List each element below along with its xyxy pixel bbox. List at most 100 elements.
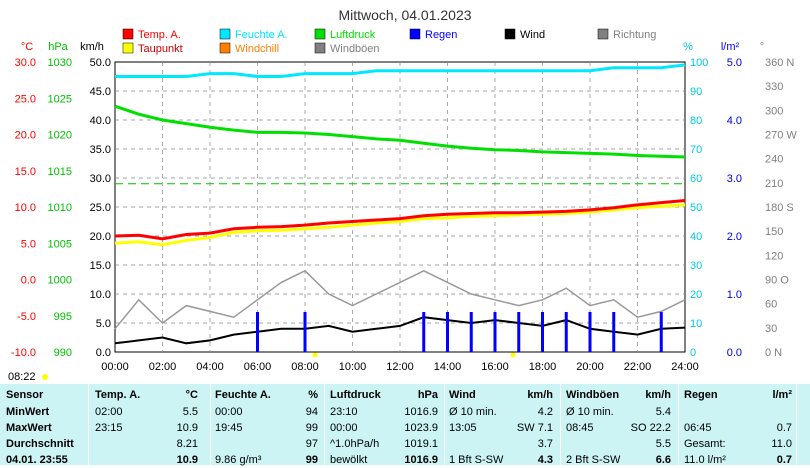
pct-tick-label: 20: [690, 289, 702, 301]
table-header: °C: [185, 389, 198, 401]
pct-tick-label: 50: [690, 202, 702, 214]
c-tick-label: 10.0: [15, 202, 36, 214]
x-tick-label: 08:00: [291, 361, 319, 373]
pct-tick-label: 60: [690, 173, 702, 185]
table-cell: 11.0: [771, 438, 792, 450]
x-tick-label: 02:00: [149, 361, 177, 373]
table-separator: [324, 384, 325, 465]
hpa-tick-label: 1015: [48, 166, 72, 178]
table-cell: 4.3: [537, 454, 553, 466]
x-tick-label: 06:00: [244, 361, 272, 373]
rain-bar: [659, 312, 663, 352]
table-cell: 99: [305, 454, 318, 466]
table-cell: 06:45: [684, 422, 712, 434]
rain-tick-label: 3.0: [727, 173, 742, 185]
table-header: km/h: [645, 389, 671, 401]
kmh-tick-label: 30.0: [90, 173, 111, 185]
table-cell: 02:00: [95, 406, 123, 418]
table-header: km/h: [527, 389, 553, 401]
legend-label: Windböen: [330, 43, 380, 55]
hpa-tick-label: 1005: [48, 238, 72, 250]
table-cell: 23:10: [330, 406, 358, 418]
legend-swatch: [504, 28, 516, 40]
hpa-tick-label: 1010: [48, 202, 72, 214]
x-tick-label: 04:00: [196, 361, 224, 373]
weather-chart: Mittwoch, 04.01.2023 Temp. A. Feuchte A. Lu…: [8, 7, 797, 383]
table-cell: Gesamt:: [684, 438, 726, 450]
table-cell: 1019.1: [404, 438, 438, 450]
rain-tick-label: 0.0: [727, 347, 742, 359]
legend-label: Luftdruck: [330, 29, 376, 41]
rain-tick-label: 1.0: [727, 289, 742, 301]
rain-bar: [564, 312, 568, 352]
table-cell: 11.0 l/m²: [684, 454, 726, 466]
table-cell: 23:15: [95, 422, 123, 434]
pct-tick-label: 0: [690, 347, 696, 359]
table-header: Luftdruck: [330, 389, 381, 401]
table-row-label: MaxWert: [6, 422, 52, 434]
table-cell: 1016.9: [404, 406, 438, 418]
table-separator: [560, 384, 561, 465]
hpa-tick-label: 1025: [48, 93, 72, 105]
time-marker: [42, 374, 48, 380]
axis-unit: °: [760, 41, 764, 53]
table-cell: 4.2: [537, 406, 553, 418]
dir-tick-label: 300: [765, 105, 783, 117]
dir-tick-label: 270 W: [765, 130, 797, 142]
legend-swatch: [219, 28, 231, 40]
table-cell: 94: [305, 406, 318, 418]
x-tick-label: 20:00: [576, 361, 604, 373]
event-marker: [312, 352, 318, 358]
x-tick-label: 18:00: [529, 361, 557, 373]
table-header: Sensor: [6, 389, 44, 401]
table-cell: 0.7: [776, 422, 792, 434]
table-cell: 1 Bft S-SW: [449, 454, 504, 466]
rain-bar: [303, 312, 307, 352]
legend-label: Taupunkt: [138, 43, 183, 55]
rain-tick-label: 4.0: [727, 115, 742, 127]
series-taupunkt: [114, 203, 686, 247]
dir-tick-label: 30: [765, 323, 777, 335]
table-cell: 08:45: [566, 422, 594, 434]
rain-bar: [256, 312, 259, 352]
table-header: Feuchte A.: [215, 389, 271, 401]
table-cell: 97: [305, 438, 318, 450]
rain-tick-label: 5.0: [727, 57, 742, 69]
axis-unit: %: [683, 41, 693, 53]
hpa-tick-label: 990: [54, 347, 72, 359]
rain-bar: [588, 312, 592, 352]
table-cell: 1023.9: [404, 422, 438, 434]
pct-tick-label: 80: [690, 115, 702, 127]
x-tick-label: 00:00: [101, 361, 129, 373]
c-tick-label: 15.0: [15, 166, 36, 178]
table-cell: ^1.0hPa/h: [330, 438, 380, 450]
legend-swatch: [597, 28, 609, 40]
dir-tick-label: 150: [765, 226, 783, 238]
table-cell: 99: [305, 422, 318, 434]
table-cell: 10.9: [176, 454, 198, 466]
table-header: Wind: [449, 389, 476, 401]
hpa-tick-label: 1000: [48, 275, 72, 287]
rain-bar: [469, 312, 473, 352]
legend-swatch: [314, 28, 326, 40]
rain-tick-label: 2.0: [727, 231, 742, 243]
x-tick-label: 10:00: [339, 361, 367, 373]
pct-tick-label: 70: [690, 144, 702, 156]
dir-tick-label: 360 N: [765, 57, 794, 69]
kmh-tick-label: 0.0: [96, 347, 111, 359]
stats-table: Sensor Temp. A. °C Feuchte A.% Luftdruck hPa W…: [0, 384, 810, 466]
rain-bar: [422, 312, 426, 352]
table-cell: bewölkt: [330, 454, 368, 466]
table-cell: 5.5: [182, 406, 198, 418]
series-temp-a-: [114, 198, 686, 241]
dir-tick-label: 240: [765, 154, 783, 166]
x-tick-label: 22:00: [624, 361, 652, 373]
table-header: Temp. A.: [95, 389, 141, 401]
table-cell: 1016.9: [404, 454, 438, 466]
legend-label: Wind: [520, 29, 545, 41]
table-separator: [444, 384, 445, 465]
axis-unit: °C: [21, 41, 33, 53]
legend-label: Feuchte A.: [235, 29, 288, 41]
rain-bar: [517, 312, 521, 352]
table-row-label: MinWert: [6, 406, 50, 418]
